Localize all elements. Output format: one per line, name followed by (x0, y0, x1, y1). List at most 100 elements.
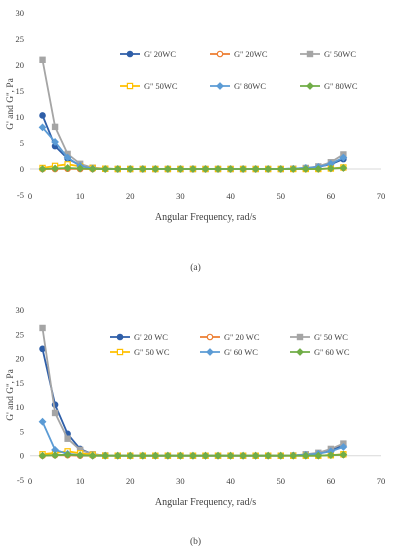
data-point (88, 165, 97, 173)
data-point (101, 165, 110, 173)
data-point (51, 409, 59, 417)
legend-label: G'' 80WC (324, 81, 358, 91)
data-point (276, 165, 285, 173)
legend-item: G'' 20 WC (200, 332, 260, 342)
panel-label: (b) (190, 536, 201, 547)
data-point (226, 451, 235, 460)
data-point (214, 451, 222, 460)
data-point (76, 451, 85, 460)
x-tick-label: 30 (176, 476, 185, 486)
data-point (63, 153, 72, 162)
legend-item: G' 60 WC (200, 347, 258, 357)
legend-item: G'' 20WC (210, 49, 268, 59)
legend-label: G'' 50 WC (134, 347, 170, 357)
data-point (289, 451, 298, 460)
data-point (326, 164, 335, 173)
legend-swatch-marker (116, 333, 124, 341)
data-point (126, 451, 135, 460)
x-tick-label: 40 (226, 476, 235, 486)
legend-swatch-marker (126, 50, 134, 58)
data-point (226, 165, 235, 173)
legend-item: G'' 80WC (300, 81, 358, 91)
data-point (51, 123, 59, 131)
data-point (88, 451, 97, 460)
data-point (201, 451, 210, 460)
legend-label: G'' 60 WC (314, 347, 350, 357)
data-point (239, 451, 248, 460)
y-tick-label: 20 (16, 354, 25, 364)
data-point (163, 165, 172, 173)
legend-label: G' 60 WC (224, 347, 258, 357)
legend-item: G' 20 WC (110, 332, 168, 342)
series-line (41, 327, 344, 457)
legend-swatch-marker (306, 50, 314, 58)
series-5 (38, 450, 348, 460)
data-point (163, 451, 172, 460)
data-point (138, 451, 147, 460)
legend-label: G'' 20WC (234, 49, 268, 59)
legend-swatch-marker (126, 82, 134, 90)
data-point (63, 450, 72, 459)
legend-label: G' 20WC (144, 49, 176, 59)
legend-swatch-marker (296, 348, 304, 356)
data-point (176, 165, 185, 173)
data-point (38, 165, 47, 173)
x-tick-label: 10 (76, 476, 85, 486)
legend-swatch-marker (216, 82, 224, 90)
data-point (301, 165, 310, 173)
series-0 (39, 112, 347, 173)
y-tick-label: 0 (20, 164, 24, 174)
legend-item: G'' 50 WC (110, 347, 170, 357)
data-point (289, 165, 298, 173)
legend-item: G'' 50WC (120, 81, 178, 91)
series-0 (39, 345, 347, 460)
data-point (264, 451, 273, 460)
series-2 (39, 56, 347, 173)
legend-label: G'' 20 WC (224, 332, 260, 342)
x-tick-label: 20 (126, 476, 135, 486)
data-point (76, 164, 85, 173)
series-line (41, 348, 344, 457)
y-tick-label: 10 (16, 112, 25, 122)
data-point (201, 165, 210, 173)
y-tick-label: 5 (20, 426, 24, 436)
series-line (41, 126, 344, 170)
data-point (101, 451, 110, 460)
data-point (51, 451, 59, 460)
data-point (176, 451, 185, 460)
data-point (113, 451, 122, 460)
data-point (113, 165, 122, 173)
legend-item: G' 20WC (120, 49, 176, 59)
y-tick-label: 25 (16, 329, 25, 339)
data-point (39, 324, 46, 332)
legend-swatch-marker (206, 333, 214, 341)
x-tick-label: 10 (76, 191, 85, 201)
series-line (41, 115, 344, 170)
data-point (239, 165, 248, 173)
data-point (314, 165, 323, 173)
chart-panel-1: -5 0 5 10 15 20 25 30 0 10 20 30 40 50 60 70 G' and G'',… (6, 305, 385, 547)
data-point (326, 451, 335, 460)
data-point (339, 450, 348, 459)
x-tick-label: 50 (276, 191, 285, 201)
y-tick-label: -5 (17, 190, 24, 200)
legend-item: G' 80WC (210, 81, 266, 91)
data-point (151, 451, 160, 460)
y-axis-title: G' and G'', Pa (6, 77, 16, 129)
y-axis-title: G' and G'', Pa (6, 368, 16, 420)
panel-label: (a) (190, 262, 201, 273)
data-point (339, 153, 348, 162)
data-point (251, 451, 260, 460)
y-tick-label: 15 (16, 378, 25, 388)
series-line (41, 59, 344, 170)
data-point (38, 417, 47, 426)
data-point (39, 56, 46, 64)
data-point (214, 165, 222, 173)
x-tick-label: 30 (176, 191, 185, 201)
y-tick-label: 30 (16, 8, 25, 18)
data-point (189, 451, 197, 460)
data-point (38, 123, 47, 132)
data-point (39, 112, 46, 119)
y-tick-label: 15 (16, 86, 25, 96)
